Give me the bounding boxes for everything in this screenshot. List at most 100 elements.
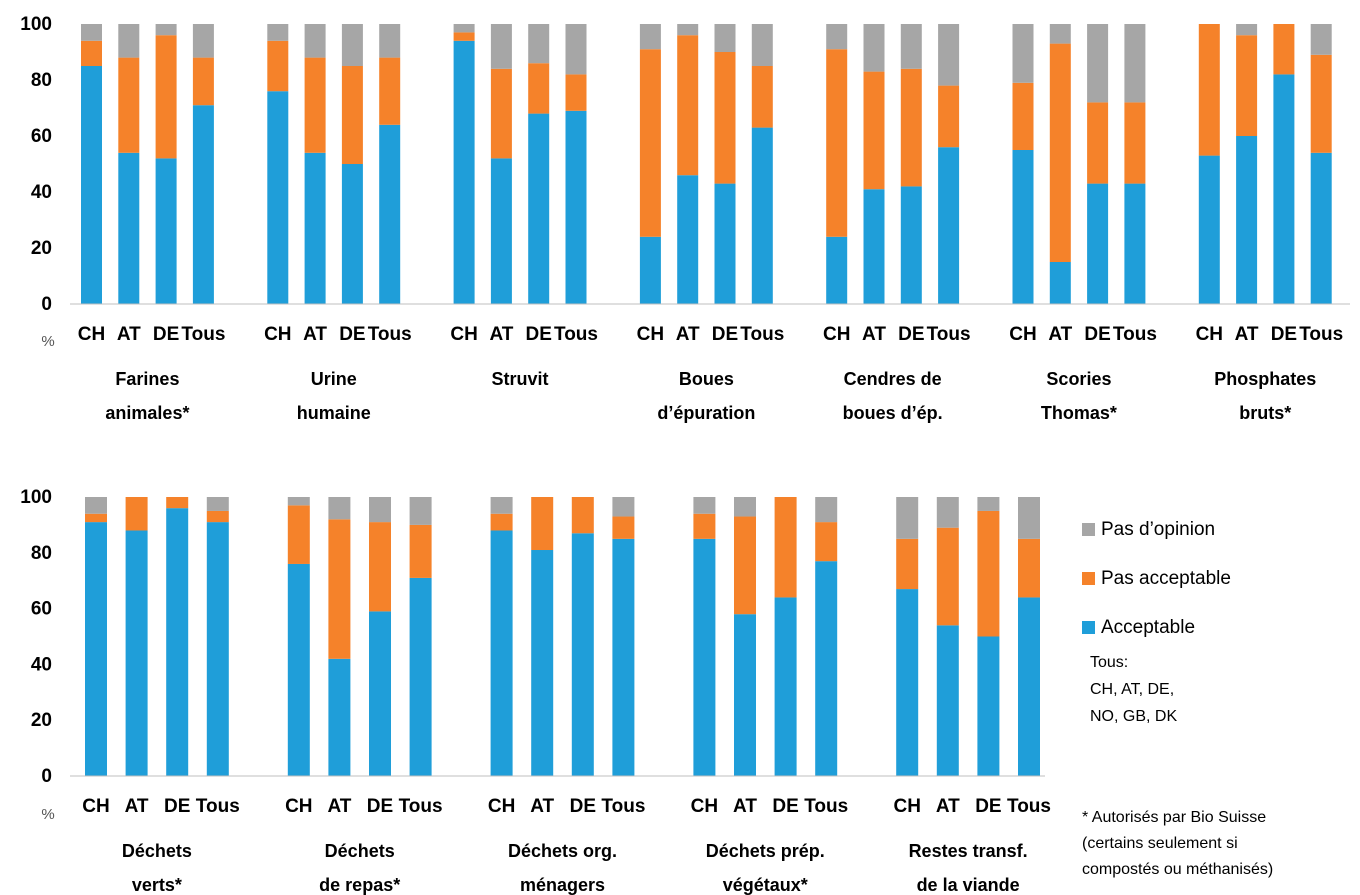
bar-segment-pas-opinion — [677, 24, 699, 36]
bar-segment-acceptable — [287, 563, 310, 776]
bar-segment-pas-acceptable — [1087, 102, 1109, 184]
bar-segment-pas-opinion — [977, 497, 1000, 511]
footnote-line: (certains seulement si — [1082, 835, 1238, 852]
y-tick-label: 80 — [31, 70, 52, 91]
legend-item-pas-acceptable: Pas acceptable — [1082, 554, 1352, 603]
x-tick-label: AT — [327, 796, 351, 817]
group-label: Déchets — [325, 841, 395, 861]
bar-segment-pas-acceptable — [528, 63, 550, 114]
bar-segment-pas-acceptable — [900, 68, 922, 187]
bar-segment-acceptable — [206, 522, 229, 776]
bar-segment-pas-acceptable — [936, 527, 959, 626]
x-tick-label: AT — [117, 324, 141, 345]
bar-segment-pas-opinion — [1310, 24, 1332, 55]
bar-segment-pas-acceptable — [571, 497, 594, 534]
bar-segment-acceptable — [341, 164, 363, 304]
bar-segment-pas-opinion — [612, 497, 635, 517]
bar-segment-acceptable — [900, 186, 922, 304]
bar-segment-pas-acceptable — [118, 57, 140, 153]
bar-segment-pas-acceptable — [490, 68, 512, 159]
bar-segment-acceptable — [639, 236, 661, 304]
bar-segment-pas-opinion — [85, 497, 107, 514]
bar-segment-pas-opinion — [1124, 24, 1146, 103]
x-tick-label: DE — [367, 796, 393, 817]
bar-segment-acceptable — [1087, 183, 1109, 304]
bar-segment-acceptable — [863, 189, 885, 304]
bar-segment-acceptable — [734, 614, 756, 776]
bar-segment-pas-opinion — [304, 24, 326, 58]
bar-segment-pas-opinion — [490, 24, 512, 69]
legend-item-pas-opinion: Pas d’opinion — [1082, 505, 1352, 554]
bar-segment-acceptable — [751, 127, 773, 304]
x-tick-label: CH — [691, 796, 718, 817]
y-unit-label: % — [41, 333, 54, 350]
bar-segment-pas-acceptable — [1049, 43, 1071, 262]
x-tick-label: AT — [1235, 324, 1259, 345]
bar-segment-acceptable — [938, 147, 960, 304]
y-tick-label: 100 — [20, 14, 52, 35]
x-tick-label: DE — [772, 796, 798, 817]
y-tick-label: 40 — [31, 654, 52, 675]
footnote-line: compostés ou méthanisés) — [1082, 861, 1274, 878]
x-tick-label: Tous — [740, 324, 784, 345]
bar-segment-pas-acceptable — [267, 40, 289, 92]
x-tick-label: AT — [936, 796, 960, 817]
group-label: Thomas* — [1041, 403, 1117, 423]
bar-segment-pas-opinion — [900, 24, 922, 69]
bar-segment-acceptable — [977, 636, 1000, 776]
bar-segment-pas-acceptable — [166, 497, 189, 509]
x-tick-label: Tous — [1299, 324, 1343, 345]
y-tick-label: 100 — [20, 487, 52, 508]
bar-segment-pas-acceptable — [977, 510, 1000, 637]
bar-segment-pas-opinion — [1087, 24, 1109, 103]
bar-segment-acceptable — [166, 508, 189, 776]
x-tick-label: Tous — [927, 324, 971, 345]
x-tick-label: CH — [1009, 324, 1036, 345]
x-tick-label: CH — [264, 324, 291, 345]
bar-segment-pas-acceptable — [192, 57, 214, 106]
group-label: Restes transf. — [909, 841, 1028, 861]
x-tick-label: Tous — [804, 796, 848, 817]
bar-segment-pas-acceptable — [826, 49, 848, 237]
bar-segment-pas-acceptable — [287, 505, 310, 564]
bar-segment-pas-opinion — [1236, 24, 1258, 36]
bar-segment-acceptable — [936, 625, 959, 776]
bar-segment-acceptable — [774, 597, 797, 776]
bar-segment-pas-opinion — [863, 24, 885, 72]
x-tick-label: CH — [78, 324, 105, 345]
bar-segment-acceptable — [693, 538, 716, 776]
bar-segment-acceptable — [118, 152, 140, 304]
group-label: de repas* — [319, 875, 400, 895]
bar-segment-pas-opinion — [1018, 497, 1040, 539]
bar-segment-acceptable — [714, 183, 736, 304]
x-tick-label: AT — [1048, 324, 1072, 345]
bar-segment-pas-opinion — [81, 24, 102, 41]
legend-swatch-pas-opinion — [1082, 523, 1095, 536]
x-tick-label: Tous — [1113, 324, 1157, 345]
bar-segment-pas-opinion — [341, 24, 363, 66]
bar-segment-acceptable — [1012, 150, 1034, 304]
y-tick-label: 0 — [41, 294, 52, 315]
bar-segment-pas-opinion — [1049, 24, 1071, 44]
legend-label-acceptable: Acceptable — [1101, 616, 1196, 638]
x-tick-label: DE — [712, 324, 738, 345]
bar-segment-acceptable — [1273, 74, 1295, 305]
x-tick-label: DE — [339, 324, 365, 345]
group-label: d’épuration — [657, 403, 755, 423]
legend: Pas d’opinion Pas acceptable Acceptable — [1082, 505, 1352, 652]
bar-segment-acceptable — [453, 40, 475, 305]
x-tick-label: DE — [898, 324, 924, 345]
bar-segment-acceptable — [267, 91, 289, 304]
bar-segment-pas-acceptable — [341, 66, 363, 164]
x-tick-label: DE — [525, 324, 551, 345]
bar-segment-pas-opinion — [1012, 24, 1034, 83]
x-tick-label: Tous — [368, 324, 412, 345]
bar-segment-pas-acceptable — [1310, 54, 1332, 153]
x-tick-label: AT — [676, 324, 700, 345]
footnote-line: * Autorisés par Bio Suisse — [1082, 809, 1267, 826]
bar-segment-acceptable — [192, 105, 214, 304]
bar-segment-pas-acceptable — [815, 522, 838, 562]
bar-segment-pas-opinion — [815, 497, 838, 523]
bar-segment-pas-acceptable — [1273, 24, 1295, 75]
y-tick-label: 0 — [41, 766, 52, 787]
